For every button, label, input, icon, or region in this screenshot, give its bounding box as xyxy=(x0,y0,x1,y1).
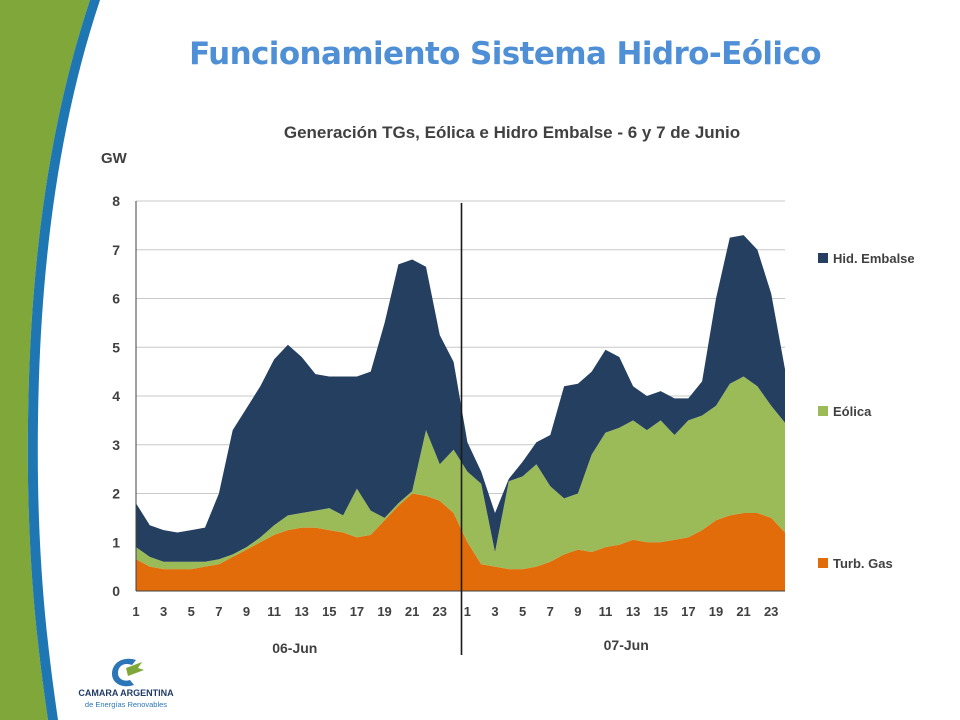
logo-mark-icon xyxy=(112,658,144,687)
legend-swatch xyxy=(818,253,828,263)
x-tick-label: 5 xyxy=(188,604,195,619)
x-tick-label: 1 xyxy=(132,604,139,619)
x-tick-label: 7 xyxy=(215,604,222,619)
x-tick-label: 23 xyxy=(764,604,778,619)
y-tick-label: 7 xyxy=(112,242,120,258)
x-tick-label: 9 xyxy=(574,604,581,619)
y-axis-label: GW xyxy=(101,150,128,167)
x-tick-label: 13 xyxy=(626,604,640,619)
y-tick-label: 4 xyxy=(112,388,120,404)
x-tick-label: 7 xyxy=(547,604,554,619)
x-tick-label: 11 xyxy=(267,604,281,619)
y-tick-label: 6 xyxy=(112,291,120,307)
x-tick-label: 3 xyxy=(491,604,498,619)
x-tick-label: 1 xyxy=(464,604,471,619)
y-tick-label: 1 xyxy=(112,534,120,550)
logo: CAMARA ARGENTINA de Energías Renovables xyxy=(76,650,176,714)
y-tick-label: 8 xyxy=(112,193,120,209)
x-tick-label: 19 xyxy=(377,604,391,619)
y-tick-label: 5 xyxy=(112,339,120,355)
x-group-label: 07-Jun xyxy=(604,637,649,653)
x-tick-label: 15 xyxy=(653,604,667,619)
logo-name: CAMARA ARGENTINA xyxy=(78,688,174,698)
legend-swatch xyxy=(818,558,828,568)
legend-swatch xyxy=(818,406,828,416)
x-tick-label: 23 xyxy=(433,604,447,619)
x-tick-label: 5 xyxy=(519,604,526,619)
y-tick-label: 0 xyxy=(112,583,120,599)
x-tick-label: 13 xyxy=(294,604,308,619)
slide-title: Funcionamiento Sistema Hidro-Eólico xyxy=(189,36,821,72)
x-tick-label: 21 xyxy=(736,604,750,619)
x-tick-label: 11 xyxy=(599,604,613,619)
green-band xyxy=(0,0,90,720)
x-tick-label: 15 xyxy=(322,604,336,619)
legend-label: Eólica xyxy=(833,404,872,419)
x-group-label: 06-Jun xyxy=(272,640,317,656)
x-tick-label: 17 xyxy=(681,604,695,619)
legend-label: Hid. Embalse xyxy=(833,251,915,266)
y-tick-label: 3 xyxy=(112,437,120,453)
area-eolica xyxy=(136,376,785,570)
legend-label: Turb. Gas xyxy=(833,556,893,571)
logo-subtitle: de Energías Renovables xyxy=(84,700,168,709)
x-tick-label: 21 xyxy=(405,604,419,619)
area-turb-gas xyxy=(136,493,785,591)
x-tick-label: 17 xyxy=(350,604,364,619)
y-tick-label: 2 xyxy=(112,486,120,502)
x-tick-label: 3 xyxy=(160,604,167,619)
x-tick-label: 9 xyxy=(243,604,250,619)
area-hid-embalse xyxy=(136,235,785,562)
chart-title: Generación TGs, Eólica e Hidro Embalse -… xyxy=(284,123,740,142)
x-tick-label: 19 xyxy=(709,604,723,619)
